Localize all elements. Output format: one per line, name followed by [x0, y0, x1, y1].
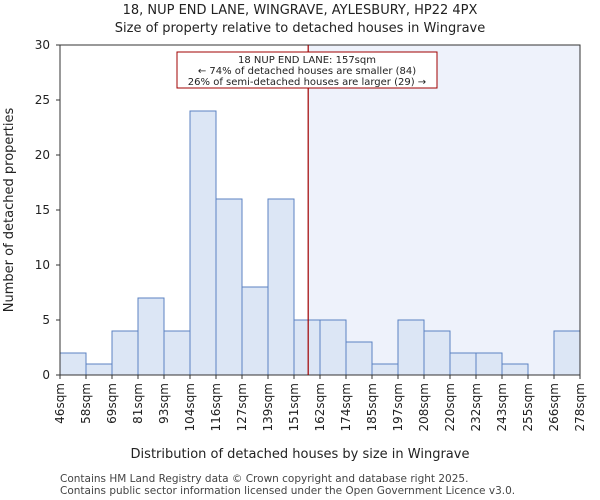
bar-116sqm [215, 198, 243, 376]
y-axis-label: Number of detached properties [2, 108, 17, 313]
bar-139sqm [267, 198, 295, 376]
chart-subtitle: Size of property relative to detached ho… [115, 21, 485, 36]
x-tick-label: 46sqm [53, 383, 67, 424]
x-tick-label: 151sqm [287, 383, 301, 431]
bar-208sqm [423, 330, 451, 376]
above-size-region [308, 45, 580, 375]
bar-151sqm [293, 319, 321, 376]
x-tick-label: 255sqm [521, 383, 535, 431]
x-tick-label: 104sqm [183, 383, 197, 431]
annotation-line-1: 18 NUP END LANE: 157sqm [238, 55, 376, 66]
bar-185sqm [371, 363, 399, 376]
y-tick-label: 15 [35, 203, 50, 217]
annotation-box [176, 51, 438, 89]
x-tick-label: 162sqm [313, 383, 327, 431]
bar-243sqm [501, 363, 529, 376]
y-ticks-group: 0 5 10 15 20 25 30 [35, 38, 60, 382]
x-tick-label: 139sqm [261, 383, 275, 431]
x-tick-label: 232sqm [469, 383, 483, 431]
marker-annotation: 18 NUP END LANE: 157sqm ← 74% of detache… [176, 51, 438, 89]
bar-232sqm [475, 352, 503, 376]
bar-174sqm [345, 341, 373, 376]
bar-93sqm [163, 330, 191, 376]
bar-197sqm [397, 319, 425, 376]
x-tick-label: 243sqm [495, 383, 509, 431]
footer-licence: Contains public sector information licen… [60, 485, 516, 497]
y-tick-label: 10 [35, 258, 50, 272]
x-tick-label: 81sqm [131, 383, 145, 424]
bar-104sqm [189, 110, 217, 376]
histogram-chart: 18, NUP END LANE, WINGRAVE, AYLESBURY, H… [2, 3, 587, 462]
bar-162sqm [319, 319, 347, 376]
x-tick-label: 208sqm [417, 383, 431, 431]
bar-127sqm [241, 286, 269, 376]
x-tick-label: 174sqm [339, 383, 353, 431]
x-tick-label: 278sqm [573, 383, 587, 431]
bar-81sqm [137, 297, 165, 376]
bars-group [59, 110, 581, 376]
x-axis-label: Distribution of detached houses by size … [131, 447, 470, 462]
x-tick-label: 116sqm [209, 383, 223, 431]
bar-58sqm [85, 363, 113, 376]
bar-69sqm [111, 330, 139, 376]
annotation-line-2: ← 74% of detached houses are smaller (84… [198, 66, 416, 77]
bar-46sqm [59, 352, 87, 376]
footer-copyright: Contains HM Land Registry data © Crown c… [60, 473, 469, 485]
x-tick-label: 58sqm [79, 383, 93, 424]
x-tick-label: 220sqm [443, 383, 457, 431]
x-tick-label: 127sqm [235, 383, 249, 431]
x-tick-label: 93sqm [157, 383, 171, 424]
x-ticks-group: 46sqm 58sqm 69sqm 81sqm 93sqm 104sqm 116sqm 127… [53, 375, 587, 431]
chart-title: 18, NUP END LANE, WINGRAVE, AYLESBURY, H… [123, 3, 478, 18]
y-tick-label: 20 [35, 148, 50, 162]
x-tick-label: 197sqm [391, 383, 405, 431]
bar-220sqm [449, 352, 477, 376]
x-tick-label: 69sqm [105, 383, 119, 424]
annotation-line-3: 26% of semi-detached houses are larger (… [188, 77, 426, 88]
y-tick-label: 0 [42, 368, 50, 382]
x-tick-label: 266sqm [547, 383, 561, 431]
x-tick-label: 185sqm [365, 383, 379, 431]
y-tick-label: 30 [35, 38, 50, 52]
y-tick-label: 5 [42, 313, 50, 327]
y-tick-label: 25 [35, 93, 50, 107]
bar-266sqm [553, 330, 581, 376]
